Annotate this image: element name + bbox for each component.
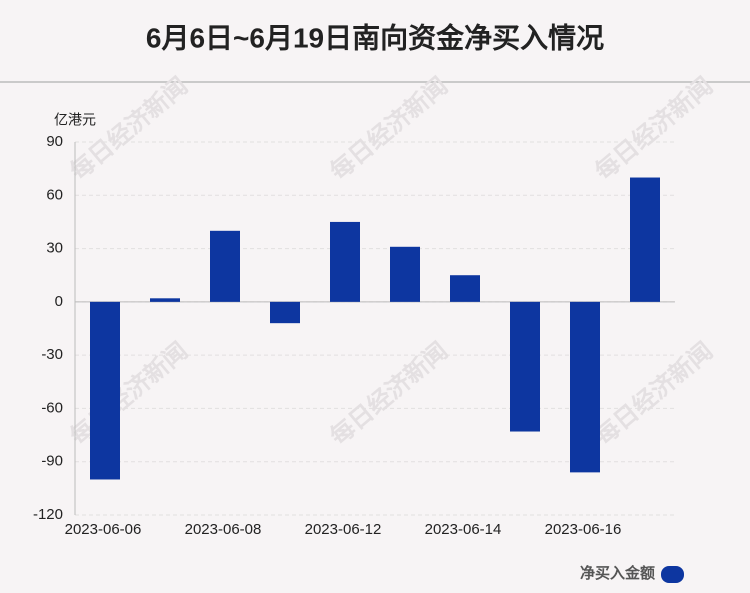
y-tick-label: 60 [46, 186, 63, 203]
y-tick-label: -90 [41, 453, 63, 470]
y-unit: 亿港元 [54, 112, 96, 128]
y-tick-label: 0 [55, 293, 63, 310]
x-tick-label: 2023-06-16 [545, 521, 622, 538]
x-tick-label: 2023-06-08 [185, 521, 262, 538]
bar [150, 298, 180, 302]
y-tick-label: -60 [41, 399, 63, 416]
bar [450, 275, 480, 302]
bar [390, 246, 420, 302]
bar [90, 301, 120, 480]
x-tick-label: 2023-06-14 [425, 521, 502, 538]
x-tick-label: 2023-06-06 [65, 521, 142, 538]
bar [210, 230, 240, 302]
y-tick-label: -30 [41, 346, 63, 363]
bar [270, 301, 300, 324]
legend-label: 净买入金额 [580, 564, 655, 582]
x-tick-label: 2023-06-12 [305, 521, 382, 538]
y-tick-label: 30 [46, 240, 63, 257]
chart-title: 6月6日~6月19日南向资金净买入情况 [146, 21, 604, 53]
bar [330, 221, 360, 302]
bar [510, 301, 540, 432]
bar [630, 177, 660, 302]
y-tick-label: 90 [46, 133, 63, 150]
bar [570, 301, 600, 473]
legend-swatch [661, 566, 684, 583]
y-tick-label: -120 [33, 506, 63, 523]
